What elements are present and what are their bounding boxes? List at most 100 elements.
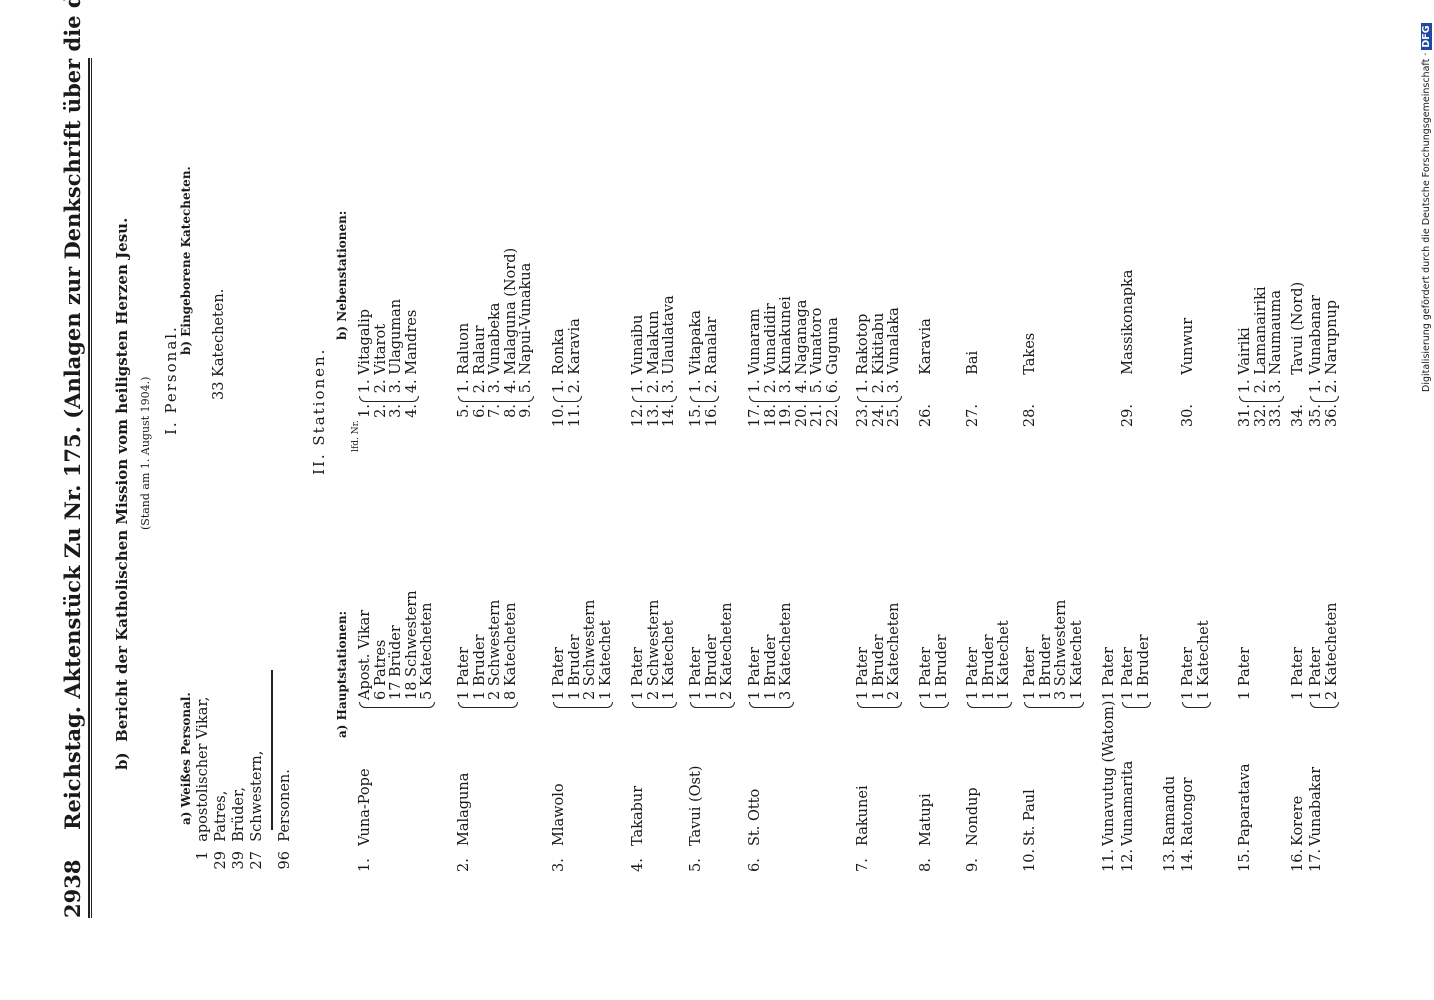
staff-brace xyxy=(458,702,518,708)
side-station: 34. Tavui (Nord) xyxy=(1290,281,1306,428)
station-staff: 5 Katecheten xyxy=(419,602,435,700)
station-staff: 2 Schwestern xyxy=(582,599,598,700)
side-station: 3. 3. Ulaguman xyxy=(388,298,404,418)
station-name: 4.Takabur xyxy=(630,785,646,872)
station-name: 9.Nondup xyxy=(965,787,981,872)
side-brace xyxy=(553,396,582,402)
native-personnel-heading: b) Eingeborene Katecheten. xyxy=(179,166,193,355)
side-station: 31. 1. Vairiki xyxy=(1237,327,1253,428)
side-station: 33. 3. Naumauma xyxy=(1268,289,1284,428)
side-station: 2. 2. Vitarot xyxy=(372,323,389,418)
side-brace xyxy=(632,396,677,402)
side-station: 6. 2. Ralaur xyxy=(471,325,488,418)
station-staff: 1 Bruder xyxy=(980,634,997,700)
station-staff: 2 Schwestern xyxy=(487,599,503,700)
side-station: 22. 6. Guguna xyxy=(824,317,841,428)
station-staff: 1 Katechet xyxy=(661,620,677,700)
station-staff: 1 Pater xyxy=(1022,647,1038,700)
station-name: 12.Vunamarita xyxy=(1120,760,1136,872)
white-personnel-row: 39 Brüder, xyxy=(231,787,247,870)
side-stations-heading: b) Nebenstationen: xyxy=(335,210,349,340)
side-station: 36. 2. Narupnup xyxy=(1323,299,1340,428)
station-staff: 1 Katechet xyxy=(597,620,614,700)
station-staff: 1 Pater xyxy=(855,647,871,700)
station-name: 6.St. Otto xyxy=(747,788,763,872)
total-rule xyxy=(271,670,273,830)
staff-brace xyxy=(1310,702,1339,708)
station-staff: 1 Pater xyxy=(1180,647,1196,700)
station-name: 14.Ratongor xyxy=(1180,777,1196,872)
staff-brace xyxy=(1024,702,1084,708)
station-staff: 1 Pater xyxy=(630,647,646,700)
side-station: 17. 1. Vunaram xyxy=(747,308,763,428)
side-station: 1. 1. Vitagalip xyxy=(357,308,373,418)
station-staff: 1 Pater xyxy=(551,647,567,700)
side-brace xyxy=(749,396,840,402)
side-brace xyxy=(458,396,534,402)
side-station: 10. 1. Ronka xyxy=(551,328,567,428)
side-brace xyxy=(690,396,719,402)
staff-brace xyxy=(632,702,677,708)
station-staff: 18 Schwestern xyxy=(403,590,420,700)
staff-brace xyxy=(553,702,613,708)
station-staff: 3 Schwestern xyxy=(1053,599,1069,700)
side-station: 18. 2. Vunadidir xyxy=(762,303,779,428)
side-station: 20. 4. Naganaga xyxy=(793,299,810,428)
station-staff: 1 Pater xyxy=(1308,647,1324,700)
station-staff: 1 Bruder xyxy=(471,634,488,700)
dfg-credit: Digitalisierung gefördert durch die Deut… xyxy=(1421,23,1432,392)
station-staff: 1 Bruder xyxy=(933,634,950,700)
side-station: 23. 1. Rakotop xyxy=(855,313,871,428)
station-staff: 2 Schwestern xyxy=(645,599,662,700)
station-staff: 1 Bruder xyxy=(703,634,720,700)
station-staff: 1 Pater xyxy=(456,647,472,700)
stations-heading: II. Stationen. xyxy=(310,347,328,475)
side-brace xyxy=(359,396,419,402)
station-staff: 1 Pater xyxy=(747,647,763,700)
station-staff: 1 Bruder xyxy=(1135,634,1152,700)
station-staff: 1 Pater xyxy=(1120,647,1136,700)
side-station: 19. 3. Kunakunei xyxy=(778,296,794,428)
station-staff: 2 Katecheten xyxy=(886,602,902,700)
side-station: 29. Massikonapka xyxy=(1120,269,1136,428)
station-staff: 1 Pater xyxy=(965,647,981,700)
station-name: 7.Rakunei xyxy=(855,785,871,872)
side-brace xyxy=(1239,396,1284,402)
side-station: 4. 4. Mandres xyxy=(403,309,420,418)
staff-brace xyxy=(359,702,435,708)
side-station: 12. 1. Vunaibu xyxy=(630,314,646,428)
station-staff: 2 Katecheten xyxy=(1323,602,1340,700)
station-staff: 1 Bruder xyxy=(566,634,583,700)
white-personnel-row: 1 apostolischer Vikar, xyxy=(195,696,211,861)
station-staff: 1 Pater xyxy=(1237,647,1253,700)
station-name: 3.Mlawolo xyxy=(551,783,567,872)
report-date: (Stand am 1. August 1904.) xyxy=(139,376,152,530)
station-name: 11.Vunavutug (Watom) xyxy=(1101,700,1117,872)
station-staff: 3 Katecheten xyxy=(778,602,794,700)
staff-brace xyxy=(857,702,902,708)
side-station: 14. 3. Ulaulatava xyxy=(661,295,677,428)
native-count: 33 Katecheten. xyxy=(211,288,227,400)
station-staff: 1 Katechet xyxy=(1068,620,1085,700)
station-name: 16.Korere xyxy=(1290,795,1306,872)
side-station: 32. 2. Lamanairiki xyxy=(1252,286,1269,428)
side-station: 28. Takes xyxy=(1022,332,1038,428)
station-staff: 1 Pater xyxy=(688,647,704,700)
station-staff: Apost. Vikar xyxy=(357,609,373,700)
white-personnel-row: 29 Patres, xyxy=(213,790,229,870)
station-name: 1.Vuna-Pope xyxy=(357,768,373,872)
side-station: 21. 5. Vunatoro xyxy=(809,307,825,428)
station-staff: 1 Pater xyxy=(918,647,934,700)
side-brace xyxy=(857,396,902,402)
station-name: 8.Matupi xyxy=(918,793,934,872)
station-name: 5.Tavui (Ost) xyxy=(688,765,704,872)
staff-brace xyxy=(749,702,794,708)
station-staff: 1 Bruder xyxy=(870,634,887,700)
side-station: 15. 1. Vitapaka xyxy=(688,310,704,428)
side-brace xyxy=(1310,396,1339,402)
station-staff: 8 Katecheten xyxy=(502,602,519,700)
station-staff: 1 Bruder xyxy=(1037,634,1054,700)
page-title: Reichstag. Aktenstück Zu Nr. 175. (Anlag… xyxy=(60,0,85,830)
header-rule-2 xyxy=(91,58,92,918)
side-station: 9. 5. Napui-Vunakua xyxy=(518,262,534,418)
